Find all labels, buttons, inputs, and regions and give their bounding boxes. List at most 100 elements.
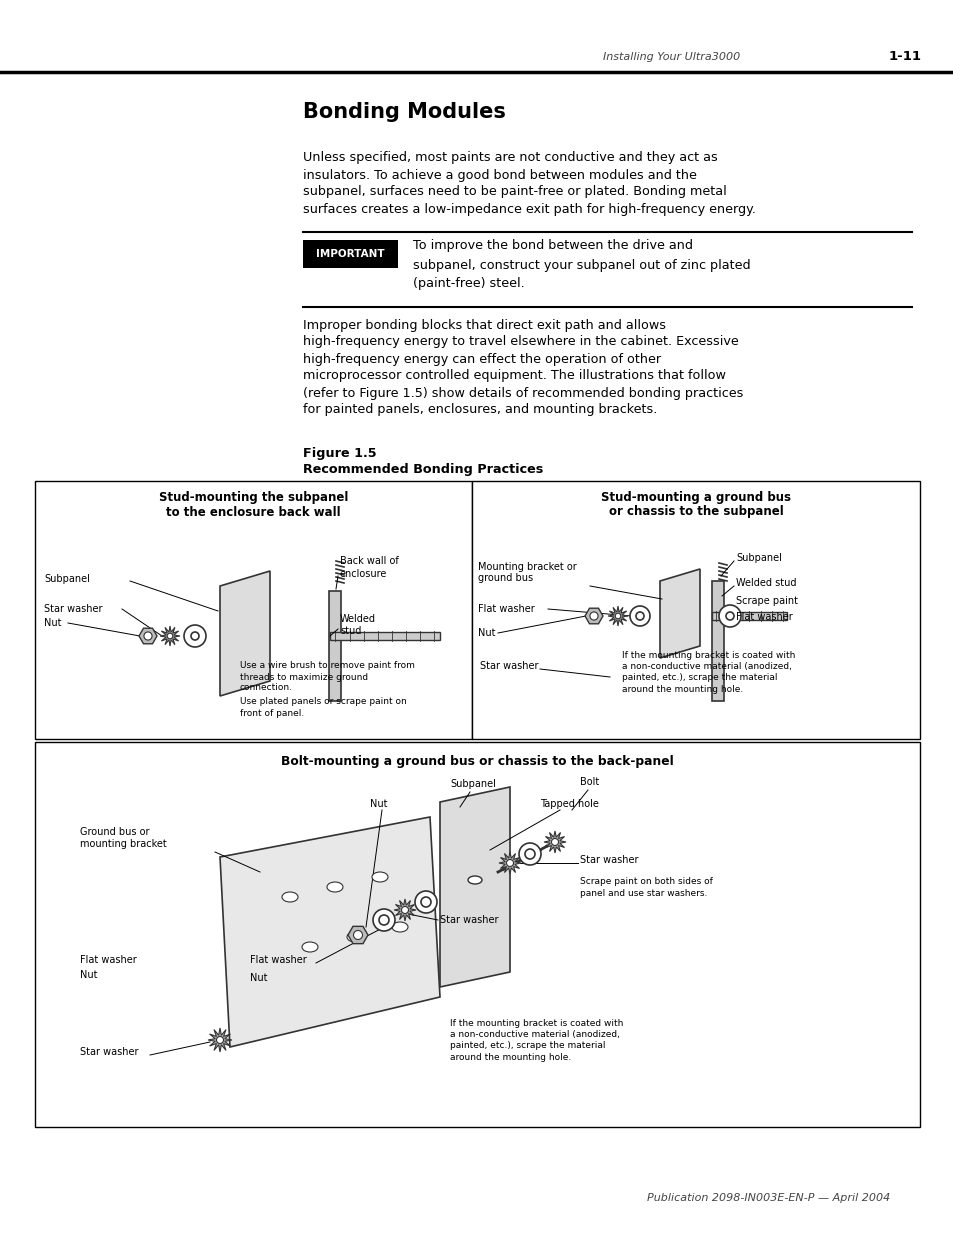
- Text: Star washer: Star washer: [44, 604, 102, 614]
- Text: or chassis to the subpanel: or chassis to the subpanel: [608, 505, 782, 519]
- Text: Flat washer: Flat washer: [80, 955, 136, 965]
- Text: Bolt: Bolt: [579, 777, 598, 787]
- Circle shape: [191, 632, 199, 640]
- Polygon shape: [584, 608, 602, 624]
- Text: ground bus: ground bus: [477, 573, 533, 583]
- Text: Figure 1.5: Figure 1.5: [303, 447, 376, 459]
- Circle shape: [725, 613, 733, 620]
- Bar: [35, 742, 919, 1128]
- Text: a non-conductive material (anodized,: a non-conductive material (anodized,: [621, 662, 791, 672]
- Text: If the mounting bracket is coated with: If the mounting bracket is coated with: [621, 652, 795, 661]
- Ellipse shape: [327, 882, 343, 892]
- Polygon shape: [659, 569, 700, 658]
- Text: Publication 2098-IN003E-EN-P — April 2004: Publication 2098-IN003E-EN-P — April 200…: [646, 1193, 889, 1203]
- Circle shape: [551, 839, 558, 846]
- Text: Subpanel: Subpanel: [735, 553, 781, 563]
- Polygon shape: [348, 926, 368, 944]
- Circle shape: [144, 632, 152, 640]
- Text: Flat washer: Flat washer: [250, 955, 307, 965]
- Text: Flat washer: Flat washer: [477, 604, 535, 614]
- Ellipse shape: [372, 872, 388, 882]
- Text: Star washer: Star washer: [479, 661, 537, 671]
- Text: Nut: Nut: [250, 973, 267, 983]
- Circle shape: [506, 860, 513, 867]
- Text: enclosure: enclosure: [339, 569, 387, 579]
- Text: Mounting bracket or: Mounting bracket or: [477, 562, 577, 572]
- Circle shape: [415, 890, 436, 913]
- Circle shape: [615, 614, 620, 619]
- Polygon shape: [439, 787, 510, 987]
- Text: Welded stud: Welded stud: [735, 578, 796, 588]
- Text: high-frequency energy can effect the operation of other: high-frequency energy can effect the ope…: [303, 352, 660, 366]
- Text: To improve the bond between the drive and: To improve the bond between the drive an…: [413, 240, 692, 252]
- Text: insulators. To achieve a good bond between modules and the: insulators. To achieve a good bond betwe…: [303, 168, 696, 182]
- Text: painted, etc.), scrape the material: painted, etc.), scrape the material: [621, 673, 777, 683]
- Circle shape: [518, 844, 540, 864]
- Text: (paint-free) steel.: (paint-free) steel.: [413, 278, 524, 290]
- Circle shape: [589, 613, 598, 620]
- Text: microprocessor controlled equipment. The illustrations that follow: microprocessor controlled equipment. The…: [303, 369, 725, 383]
- Ellipse shape: [392, 923, 408, 932]
- Bar: [329, 592, 340, 701]
- Ellipse shape: [347, 932, 363, 942]
- Circle shape: [401, 906, 408, 914]
- Polygon shape: [498, 852, 520, 874]
- Ellipse shape: [302, 942, 317, 952]
- Polygon shape: [607, 606, 627, 626]
- Text: front of panel.: front of panel.: [240, 709, 304, 718]
- Text: Tapped hole: Tapped hole: [539, 799, 598, 809]
- Ellipse shape: [282, 892, 297, 902]
- Text: Star washer: Star washer: [80, 1047, 138, 1057]
- Text: around the mounting hole.: around the mounting hole.: [450, 1052, 571, 1062]
- Text: Nut: Nut: [477, 629, 495, 638]
- Polygon shape: [139, 629, 157, 643]
- Text: Recommended Bonding Practices: Recommended Bonding Practices: [303, 462, 542, 475]
- Text: painted, etc.), scrape the material: painted, etc.), scrape the material: [450, 1041, 605, 1051]
- Polygon shape: [330, 632, 439, 640]
- Text: Flat washer: Flat washer: [735, 613, 792, 622]
- Text: Nut: Nut: [370, 799, 387, 809]
- Circle shape: [719, 605, 740, 627]
- Circle shape: [420, 897, 431, 906]
- Text: Ground bus or: Ground bus or: [80, 827, 150, 837]
- Circle shape: [184, 625, 206, 647]
- Text: Subpanel: Subpanel: [450, 779, 496, 789]
- Polygon shape: [220, 571, 270, 697]
- Text: Subpanel: Subpanel: [44, 574, 90, 584]
- Text: Improper bonding blocks that direct exit path and allows: Improper bonding blocks that direct exit…: [303, 319, 665, 331]
- Text: Nut: Nut: [44, 618, 61, 629]
- Bar: [35, 480, 472, 739]
- Circle shape: [373, 909, 395, 931]
- Text: Star washer: Star washer: [439, 915, 498, 925]
- Text: 1-11: 1-11: [887, 51, 921, 63]
- Text: If the mounting bracket is coated with: If the mounting bracket is coated with: [450, 1020, 622, 1029]
- Text: stud: stud: [339, 626, 361, 636]
- Text: around the mounting hole.: around the mounting hole.: [621, 684, 742, 694]
- Text: Star washer: Star washer: [579, 855, 638, 864]
- Text: Stud-mounting a ground bus: Stud-mounting a ground bus: [600, 492, 790, 505]
- Circle shape: [629, 606, 649, 626]
- Text: surfaces creates a low-impedance exit path for high-frequency energy.: surfaces creates a low-impedance exit pa…: [303, 203, 755, 215]
- Text: Unless specified, most paints are not conductive and they act as: Unless specified, most paints are not co…: [303, 152, 717, 164]
- Text: connection.: connection.: [240, 683, 293, 693]
- Text: threads to maximize ground: threads to maximize ground: [240, 673, 368, 682]
- Text: Bolt-mounting a ground bus or chassis to the back-panel: Bolt-mounting a ground bus or chassis to…: [281, 756, 673, 768]
- Text: to the enclosure back wall: to the enclosure back wall: [166, 505, 340, 519]
- Polygon shape: [208, 1028, 232, 1052]
- Circle shape: [524, 848, 535, 860]
- Text: Scrape paint: Scrape paint: [735, 597, 797, 606]
- Bar: [472, 480, 919, 739]
- Text: (refer to Figure 1.5) show details of recommended bonding practices: (refer to Figure 1.5) show details of re…: [303, 387, 742, 399]
- Text: Bonding Modules: Bonding Modules: [303, 103, 505, 122]
- Text: Welded: Welded: [339, 614, 375, 624]
- Text: a non-conductive material (anodized,: a non-conductive material (anodized,: [450, 1030, 619, 1040]
- Circle shape: [378, 915, 389, 925]
- Polygon shape: [543, 831, 565, 853]
- Text: Use plated panels or scrape paint on: Use plated panels or scrape paint on: [240, 698, 406, 706]
- Text: panel and use star washers.: panel and use star washers.: [579, 888, 706, 898]
- Text: subpanel, surfaces need to be paint-free or plated. Bonding metal: subpanel, surfaces need to be paint-free…: [303, 185, 726, 199]
- Text: Scrape paint on both sides of: Scrape paint on both sides of: [579, 878, 712, 887]
- Polygon shape: [220, 818, 439, 1047]
- Ellipse shape: [468, 876, 481, 884]
- Circle shape: [167, 634, 172, 638]
